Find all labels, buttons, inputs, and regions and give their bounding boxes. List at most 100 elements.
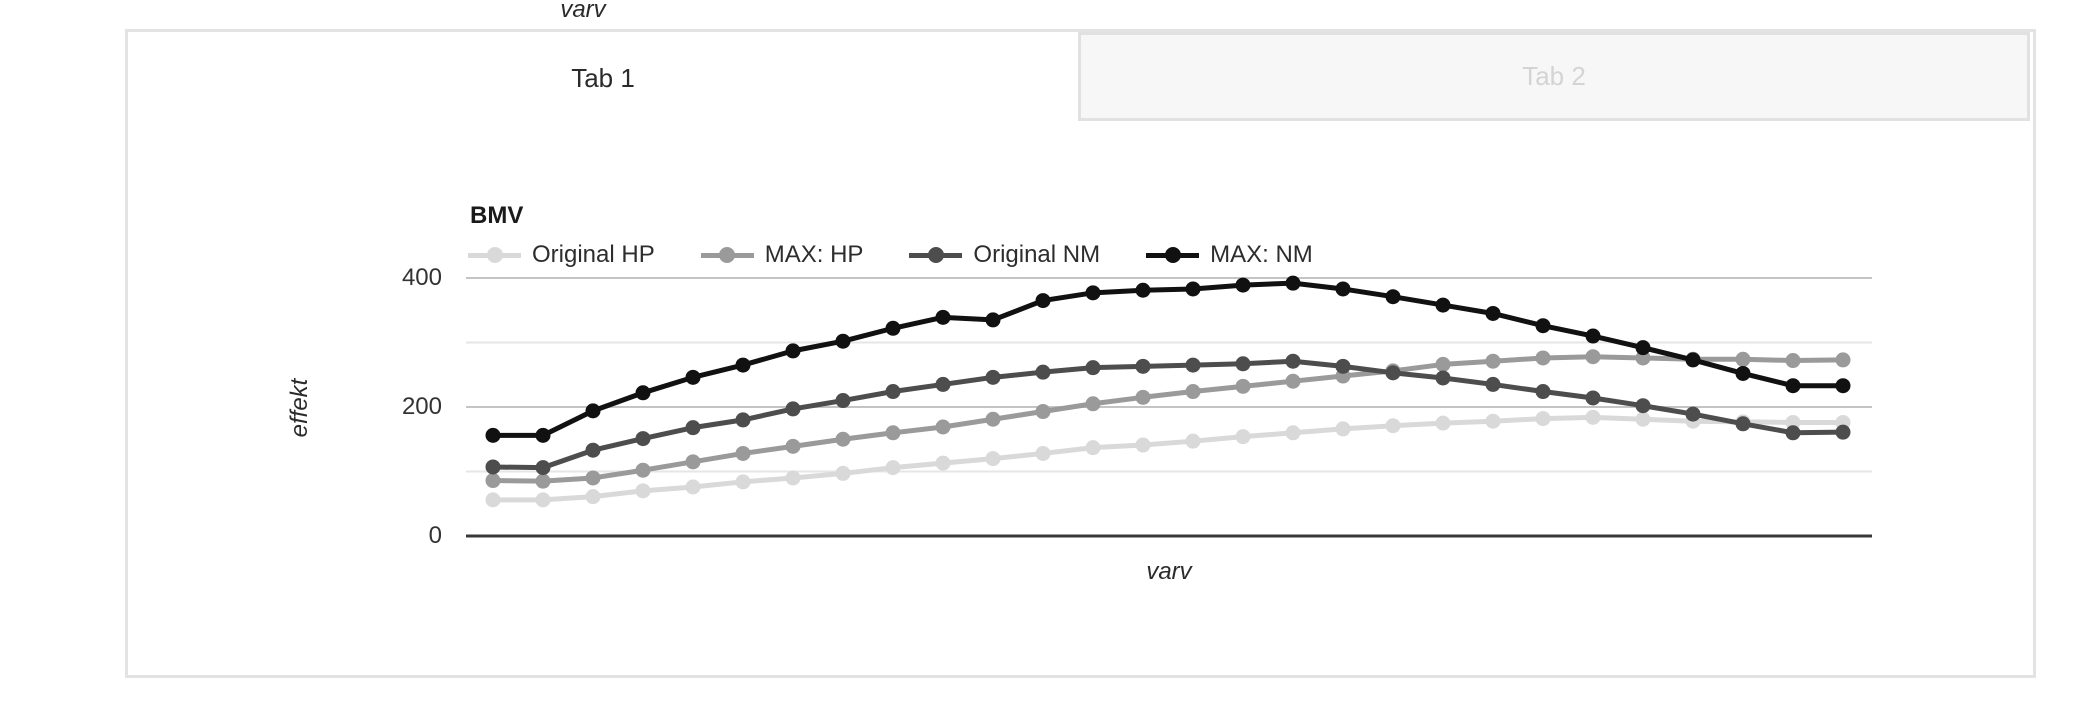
data-point xyxy=(535,473,551,489)
data-point xyxy=(585,403,601,419)
data-point xyxy=(1785,353,1801,369)
data-point xyxy=(1585,349,1601,365)
legend-item-MAX: NM[interactable]: MAX: NM xyxy=(1146,241,1313,269)
data-point xyxy=(1035,293,1051,309)
legend-label: MAX: HP xyxy=(764,241,864,268)
data-point xyxy=(985,312,1001,328)
data-point xyxy=(485,427,501,443)
tab-1-label: Tab 1 xyxy=(571,62,635,93)
chart-svg xyxy=(466,275,1872,538)
data-point xyxy=(1535,318,1551,334)
data-point xyxy=(685,369,701,385)
data-point xyxy=(1135,389,1151,405)
data-point xyxy=(1185,384,1201,400)
data-point xyxy=(985,451,1001,467)
series-line-MAX: NM xyxy=(493,280,1843,438)
data-point xyxy=(1385,289,1401,305)
data-point xyxy=(1435,297,1451,313)
data-point xyxy=(635,385,651,401)
data-point xyxy=(535,427,551,443)
data-point xyxy=(1235,378,1251,394)
data-point xyxy=(1785,425,1801,441)
data-point xyxy=(1385,418,1401,434)
series-line-Original HP xyxy=(493,414,1843,503)
data-point xyxy=(735,474,751,490)
legend-marker-icon xyxy=(909,247,963,263)
data-point xyxy=(1285,275,1301,291)
tab-2[interactable]: Tab 2 xyxy=(1078,32,2030,121)
data-point xyxy=(1535,384,1551,400)
data-point xyxy=(985,411,1001,427)
data-point xyxy=(485,492,501,508)
data-point xyxy=(1085,285,1101,301)
data-point xyxy=(1235,356,1251,372)
data-point xyxy=(1335,281,1351,297)
data-point xyxy=(685,454,701,470)
data-point xyxy=(1285,353,1301,369)
data-point xyxy=(1135,437,1151,453)
data-point xyxy=(585,470,601,486)
data-point xyxy=(785,401,801,417)
data-point xyxy=(1285,425,1301,441)
data-point xyxy=(1735,416,1751,432)
data-point xyxy=(1135,282,1151,298)
data-point xyxy=(1485,413,1501,429)
data-point xyxy=(1835,352,1851,368)
data-point xyxy=(1485,376,1501,392)
data-point xyxy=(1085,440,1101,456)
data-point xyxy=(1085,396,1101,412)
data-point xyxy=(935,455,951,471)
tab-1[interactable]: Tab 1 xyxy=(128,32,1078,124)
data-point xyxy=(935,419,951,435)
data-point xyxy=(1735,365,1751,381)
data-point xyxy=(1585,390,1601,406)
data-point xyxy=(485,473,501,489)
data-point xyxy=(1435,356,1451,372)
y-tick-label: 0 xyxy=(428,522,442,549)
data-point xyxy=(685,479,701,495)
data-point xyxy=(935,309,951,325)
data-point xyxy=(1585,409,1601,425)
y-tick-label: 200 xyxy=(401,393,442,420)
data-point xyxy=(585,489,601,505)
data-point xyxy=(1485,305,1501,321)
data-point xyxy=(985,369,1001,385)
data-point xyxy=(1185,433,1201,449)
data-point xyxy=(835,393,851,409)
data-point xyxy=(1235,277,1251,293)
data-point xyxy=(535,492,551,508)
data-point xyxy=(735,357,751,373)
x-axis-title: varv xyxy=(1146,558,1192,585)
legend-item-MAX: HP[interactable]: MAX: HP xyxy=(700,241,864,269)
data-point xyxy=(1835,424,1851,440)
data-point xyxy=(1685,352,1701,368)
data-point xyxy=(1785,378,1801,394)
data-point xyxy=(1635,411,1651,427)
data-point xyxy=(585,442,601,458)
data-point xyxy=(685,420,701,436)
series-line-MAX: HP xyxy=(492,354,1844,484)
data-point xyxy=(1785,414,1801,430)
tab-bar: Tab 1 Tab 2 xyxy=(128,32,2033,124)
data-point xyxy=(1035,445,1051,461)
data-point xyxy=(785,438,801,454)
data-point xyxy=(1635,398,1651,414)
data-point xyxy=(1335,421,1351,437)
y-axis-title: effekt xyxy=(286,378,313,438)
data-point xyxy=(835,465,851,481)
data-point xyxy=(1385,365,1401,381)
series-line-Original NM xyxy=(492,358,1844,471)
legend-item-Original NM[interactable]: Original NM xyxy=(909,241,1100,269)
chart-title: BMV xyxy=(470,202,524,229)
data-point xyxy=(835,333,851,349)
data-point xyxy=(1735,351,1751,367)
data-point xyxy=(1535,411,1551,427)
legend-label: MAX: NM xyxy=(1210,241,1313,268)
data-point xyxy=(1185,281,1201,297)
data-point xyxy=(885,425,901,441)
data-point xyxy=(1485,353,1501,369)
data-point xyxy=(935,376,951,392)
legend-marker-icon xyxy=(1146,247,1200,263)
legend-item-Original HP[interactable]: Original HP xyxy=(468,241,655,269)
data-point xyxy=(1285,373,1301,389)
